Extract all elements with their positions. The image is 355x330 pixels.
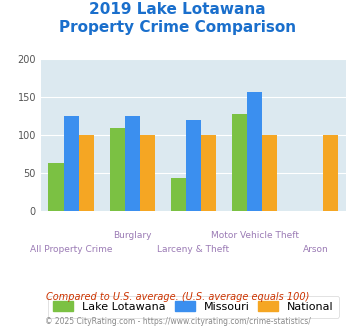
Text: © 2025 CityRating.com - https://www.cityrating.com/crime-statistics/: © 2025 CityRating.com - https://www.city… (45, 317, 310, 326)
Bar (323, 135, 339, 211)
Bar (170, 178, 186, 211)
Bar (64, 116, 79, 211)
Text: Burglary: Burglary (113, 231, 152, 240)
Text: Compared to U.S. average. (U.S. average equals 100): Compared to U.S. average. (U.S. average … (46, 292, 309, 302)
Bar (231, 114, 247, 211)
Bar (201, 135, 217, 211)
Bar (48, 163, 64, 211)
Text: Property Crime Comparison: Property Crime Comparison (59, 20, 296, 35)
Text: 2019 Lake Lotawana: 2019 Lake Lotawana (89, 2, 266, 16)
Text: Motor Vehicle Theft: Motor Vehicle Theft (211, 231, 299, 240)
Bar (125, 115, 140, 211)
Text: Larceny & Theft: Larceny & Theft (157, 245, 230, 253)
Bar (186, 120, 201, 211)
Bar (110, 128, 125, 211)
Bar (262, 135, 278, 211)
Legend: Lake Lotawana, Missouri, National: Lake Lotawana, Missouri, National (48, 296, 339, 317)
Bar (140, 135, 155, 211)
Bar (247, 92, 262, 211)
Text: Arson: Arson (303, 245, 328, 253)
Text: All Property Crime: All Property Crime (30, 245, 113, 253)
Bar (79, 135, 94, 211)
